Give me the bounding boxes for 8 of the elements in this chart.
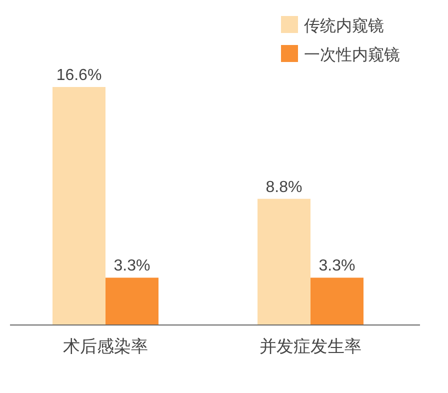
- data-label: 16.6%: [56, 67, 102, 84]
- x-tick-label: 并发症发生率: [260, 337, 362, 356]
- data-label: 3.3%: [318, 258, 356, 275]
- data-label: 8.8%: [266, 178, 302, 196]
- legend-label: 传统内窥镜: [304, 17, 384, 35]
- x-tick-label: 术后感染率: [63, 337, 148, 356]
- legend-label: 一次性内窥镜: [304, 46, 400, 64]
- data-label: 3.3%: [114, 258, 150, 275]
